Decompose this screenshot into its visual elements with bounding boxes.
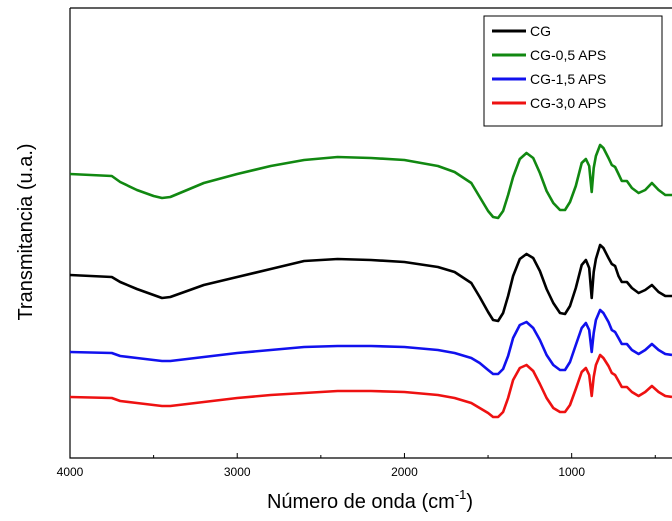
series-line-cg-1-5-aps — [69, 308, 672, 376]
x-axis-title-close: ) — [466, 491, 473, 513]
legend-label: CG — [530, 23, 551, 39]
legend: CG CG-0,5 APS CG-1,5 APS CG-3,0 APS — [483, 15, 663, 127]
series-line-cg-0-5-aps — [69, 143, 672, 220]
legend-box — [483, 15, 663, 127]
y-axis-title: Transmitancia (u.a.) — [15, 143, 37, 320]
x-tick-label-3000: 3000 — [224, 465, 251, 479]
x-tick-label-2000: 2000 — [391, 465, 418, 479]
x-axis-title-superscript: -1 — [455, 487, 467, 502]
spectra-series — [69, 143, 672, 419]
legend-label: CG-1,5 APS — [530, 71, 606, 87]
series-line-cg — [69, 243, 672, 323]
x-axis-tick-labels: 4000 3000 2000 1000 — [57, 465, 586, 479]
x-tick-label-4000: 4000 — [57, 465, 84, 479]
legend-label: CG-3,0 APS — [530, 95, 606, 111]
x-axis-ticks — [69, 453, 656, 458]
x-axis-title-main: Número de onda (cm — [267, 491, 455, 513]
x-axis-title: Número de onda (cm-1) — [267, 487, 473, 513]
legend-label: CG-0,5 APS — [530, 47, 606, 63]
x-tick-label-1000: 1000 — [558, 465, 585, 479]
series-line-cg-3-0-aps — [69, 353, 672, 419]
